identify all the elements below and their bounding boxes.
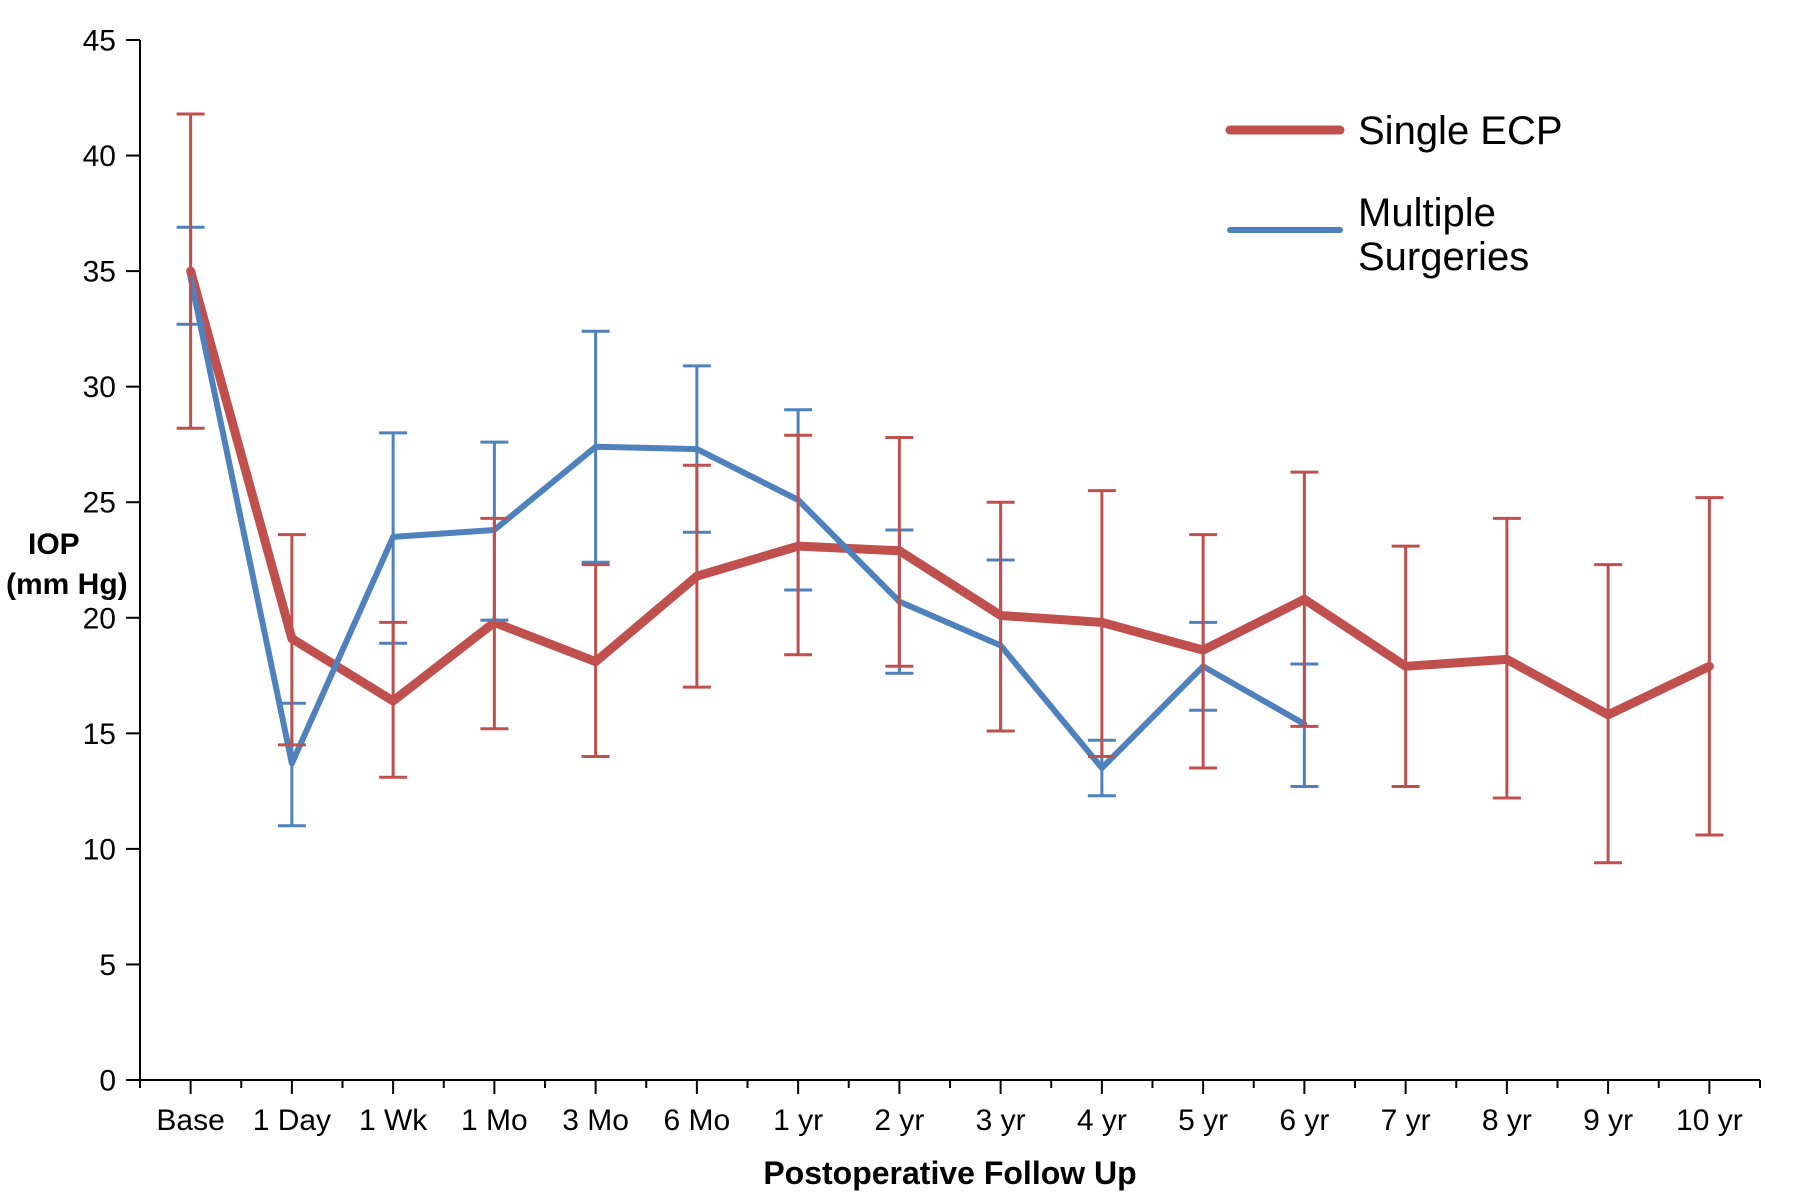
y-tick-label: 25 [83,487,116,520]
chart-svg: 0 5 10 15 20 25 30 35 40 45 Base 1 Day 1 Wk 1 Mo 3 Mo 6… [0,0,1800,1199]
y-tick-label: 45 [83,25,116,58]
x-tick-label: 3 Mo [562,1104,629,1137]
x-tick-label: 3 yr [976,1104,1026,1137]
y-tick-label: 35 [83,256,116,289]
y-tick-label: 0 [99,1065,116,1098]
x-tick-label: 6 yr [1279,1104,1329,1137]
y-tick-label: 40 [83,140,116,173]
x-tick-label: 10 yr [1676,1104,1743,1137]
x-tick-label: 1 Day [253,1104,331,1137]
x-tick-label: 6 Mo [664,1104,731,1137]
x-tick-label: 4 yr [1077,1104,1127,1137]
y-tick-label: 15 [83,718,116,751]
y-tick-label: 5 [99,949,116,982]
x-tick-label: 8 yr [1482,1104,1532,1137]
x-tick-label: 7 yr [1381,1104,1431,1137]
x-tick-label: Base [156,1104,224,1137]
x-tick-label: 2 yr [874,1104,924,1137]
x-tick-label: 1 Wk [359,1104,428,1137]
x-tick-label: 1 yr [773,1104,823,1137]
legend-label-single: Single ECP [1358,109,1563,153]
x-tick-label: 1 Mo [461,1104,528,1137]
y-tick-label: 10 [83,833,116,866]
legend-label-multiple-line2: Surgeries [1358,235,1529,279]
y-axis-title-line1: IOP [28,528,80,561]
y-axis-title-line2: (mm Hg) [6,568,128,601]
y-tick-label: 30 [83,371,116,404]
x-tick-label: 9 yr [1583,1104,1633,1137]
legend-label-multiple-line1: Multiple [1358,191,1496,235]
x-axis-title: Postoperative Follow Up [763,1155,1136,1191]
x-tick-label: 5 yr [1178,1104,1228,1137]
iop-line-chart: 0 5 10 15 20 25 30 35 40 45 Base 1 Day 1 Wk 1 Mo 3 Mo 6… [0,0,1800,1199]
y-tick-label: 20 [83,602,116,635]
